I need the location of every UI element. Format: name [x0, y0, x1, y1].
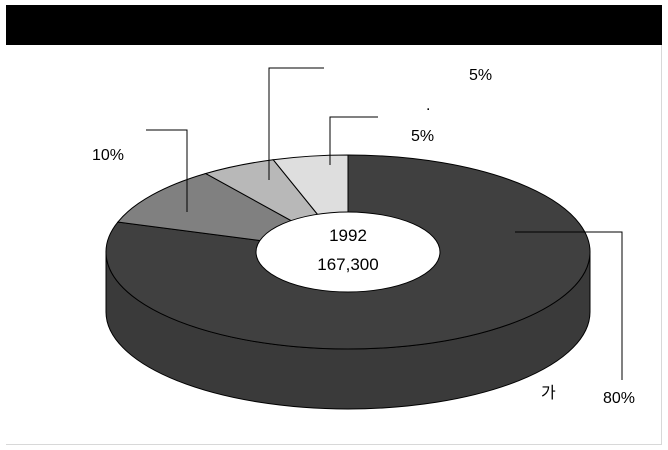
leader-line-3	[268, 67, 324, 180]
slice-name-label-4: .	[426, 97, 430, 114]
slice-labels-layer: 80% 가 10% 5%. 5%	[92, 67, 635, 407]
leader-line-1	[515, 231, 623, 380]
slice-name-label-1: 가	[541, 384, 556, 402]
frame-border-right	[661, 45, 662, 445]
leader-line-2	[146, 129, 188, 212]
center-year-label: 1992	[329, 226, 367, 245]
pie-slice-1	[105, 154, 591, 350]
center-hole	[255, 211, 441, 293]
header-bar	[6, 5, 662, 45]
leader-lines-layer	[146, 67, 623, 380]
slice-percent-label-4: 5%	[411, 128, 434, 145]
slice-percent-label-3: 5%	[469, 67, 492, 84]
frame-border-bottom	[6, 444, 662, 445]
slice-percent-label-1: 80%	[603, 390, 635, 407]
center-hole-layer: 1992 167,300	[255, 211, 441, 293]
slice-percent-label-2: 10%	[92, 147, 124, 164]
center-total-label: 167,300	[317, 255, 378, 274]
leader-line-4	[329, 116, 378, 165]
